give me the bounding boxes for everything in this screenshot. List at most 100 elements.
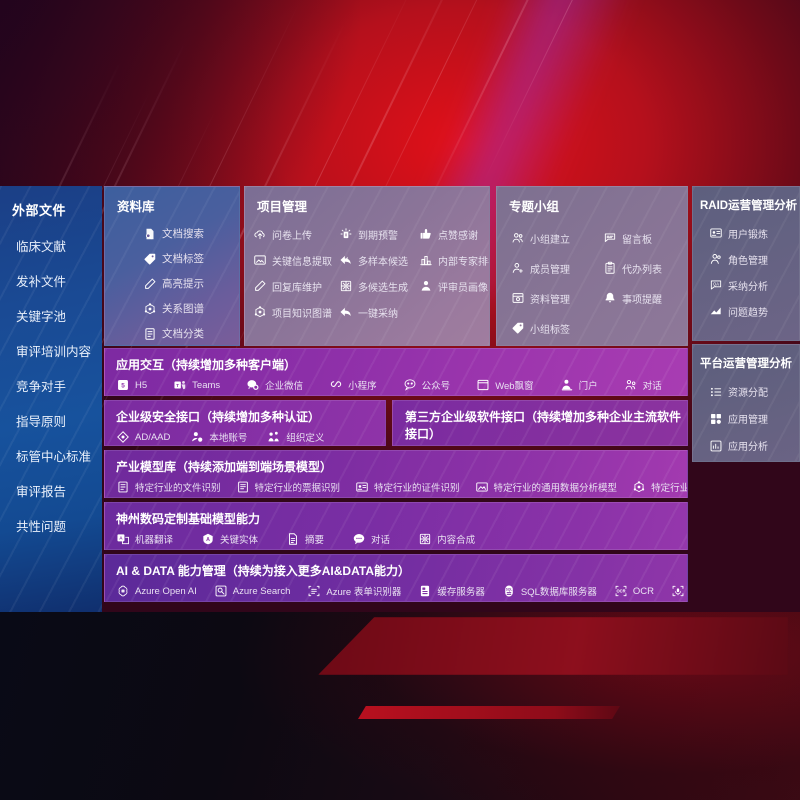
item-portal[interactable]: 门户: [560, 378, 598, 392]
sidebar-item-standards-center[interactable]: 标管中心标准: [16, 450, 92, 464]
item-reviewer-profile[interactable]: 评审员画像: [419, 273, 489, 299]
item-material-management[interactable]: 资料管理: [511, 283, 603, 313]
card-raid-items: 用户锻炼 角色管理 QA 采纳分析 问题趋势: [693, 220, 799, 324]
sidebar-item-clinical-literature[interactable]: 临床文献: [16, 240, 67, 254]
item-label: 一键采纳: [358, 308, 398, 320]
item-dialog[interactable]: 对话: [624, 378, 662, 392]
entity-a-icon: A: [201, 532, 215, 546]
item-questionnaire-upload[interactable]: 问卷上传: [253, 221, 339, 247]
item-relation-graph[interactable]: 关系图谱: [105, 296, 239, 321]
item-label: 采纳分析: [728, 281, 768, 293]
item-resource-allocation[interactable]: 资源分配: [693, 378, 799, 405]
item-event-reminder[interactable]: 事项提醒: [603, 283, 687, 313]
bar-enterprise-security: 企业级安全接口（持续增加多种认证） AD/AAD 本地账号 组织定义: [104, 400, 386, 446]
message-board-icon: [603, 231, 617, 245]
item-teams[interactable]: T Teams: [173, 378, 220, 392]
item-one-click-adopt[interactable]: 一键采纳: [339, 299, 419, 325]
item-file-recognition[interactable]: 特定行业的文件识别: [116, 480, 221, 494]
tag-icon: [143, 252, 157, 266]
item-role-management[interactable]: 角色管理: [693, 246, 799, 272]
item-key-entity[interactable]: A 关键实体: [201, 532, 258, 546]
background-red-band: [318, 617, 788, 675]
item-label: 问题趋势: [728, 307, 768, 319]
item-h5[interactable]: 5 H5: [116, 378, 147, 392]
item-knowledge-graph-model[interactable]: 特定行业的通用知识图谱模型: [632, 480, 687, 494]
id-card-icon: [709, 226, 723, 240]
item-document-search[interactable]: 文档搜索: [105, 221, 239, 246]
item-data-analysis-model[interactable]: 特定行业的通用数据分析模型: [475, 480, 617, 494]
item-org-definition[interactable]: 组织定义: [267, 430, 324, 444]
portal-icon: [560, 378, 574, 392]
sidebar-item-competitors[interactable]: 竞争对手: [16, 380, 67, 394]
item-id-recognition[interactable]: 特定行业的证件识别: [355, 480, 460, 494]
item-highlight-hint[interactable]: 高亮提示: [105, 271, 239, 296]
card-topic-group: 专题小组 小组建立 留言板 成员管理 代办列表 资料管理: [496, 186, 688, 346]
item-group-create[interactable]: 小组建立: [511, 223, 603, 253]
item-label: 资源分配: [728, 388, 768, 399]
item-label: 文档标签: [162, 253, 204, 265]
item-document-tag[interactable]: 文档标签: [105, 246, 239, 271]
item-user-training[interactable]: 用户锻炼: [693, 220, 799, 246]
item-receipt-recognition[interactable]: 特定行业的票据识别: [236, 480, 340, 494]
item-local-account[interactable]: 本地账号: [190, 430, 247, 444]
item-sql-database-server[interactable]: SQL SQL数据库服务器: [502, 584, 597, 598]
sidebar-item-common-issues[interactable]: 共性问题: [16, 520, 67, 534]
item-document-classify[interactable]: 文档分类: [105, 321, 239, 345]
item-adoption-analysis[interactable]: QA 采纳分析: [693, 272, 799, 298]
svg-text:QA: QA: [713, 281, 719, 286]
item-azure-form-recognizer[interactable]: Azure 表单识别器: [307, 584, 401, 598]
bar-app-interaction-title: 应用交互（持续增加多种客户端）: [116, 358, 297, 372]
item-label: 资料管理: [530, 294, 570, 306]
item-multi-candidate-generation[interactable]: 多候选生成: [339, 273, 419, 299]
item-azure-open-ai[interactable]: Azure Open AI: [116, 584, 197, 598]
sidebar-item-supplement-files[interactable]: 发补文件: [16, 275, 67, 289]
item-expiry-alert[interactable]: 到期预警: [339, 221, 419, 247]
item-group-tag[interactable]: 小组标签: [511, 313, 603, 343]
item-thumbs-up-thanks[interactable]: 点赞感谢: [419, 221, 489, 247]
item-label: Teams: [192, 379, 221, 391]
official-account-icon: [403, 378, 417, 392]
item-message-board[interactable]: 留言板: [603, 223, 687, 253]
item-ocr[interactable]: OCR OCR: [614, 584, 654, 598]
item-label: 组织定义: [286, 433, 325, 444]
background-red-stripe: [358, 706, 620, 719]
item-chat[interactable]: 对话: [352, 532, 390, 546]
item-reply-library-maintain[interactable]: 回复库维护: [253, 273, 339, 299]
svg-text:SQL: SQL: [506, 587, 513, 591]
item-member-management[interactable]: 成员管理: [511, 253, 603, 283]
item-key-info-extraction[interactable]: 关键信息提取: [253, 247, 339, 273]
thumbs-up-icon: [419, 227, 433, 241]
svg-text:A: A: [206, 537, 210, 543]
item-official-account[interactable]: 公众号: [403, 378, 450, 392]
item-app-analysis[interactable]: 应用分析: [693, 432, 799, 459]
item-content-synthesis[interactable]: 内容合成: [418, 532, 475, 546]
item-todo-list[interactable]: 代办列表: [603, 253, 687, 283]
sidebar-item-guidelines[interactable]: 指导原则: [16, 415, 67, 429]
sidebar-item-keyword-pool[interactable]: 关键字池: [16, 310, 67, 324]
item-azure-search[interactable]: Azure Search: [214, 584, 290, 598]
sidebar-item-review-report[interactable]: 审评报告: [16, 485, 67, 499]
item-web-float-window[interactable]: Web飘窗: [476, 378, 534, 392]
item-cache-server[interactable]: 缓存服务器: [418, 584, 485, 598]
item-label: 对话: [642, 381, 662, 392]
item-machine-translation[interactable]: A 机器翻译: [116, 532, 173, 546]
item-multi-sample-candidates[interactable]: 多样本候选: [339, 247, 419, 273]
item-miniprogram[interactable]: 小程序: [329, 378, 377, 392]
task-list-icon: [709, 385, 723, 399]
item-summary[interactable]: 摘要: [286, 532, 324, 546]
card-platform-title: 平台运营管理分析: [700, 358, 792, 370]
form-recognizer-icon: [307, 584, 321, 598]
item-label: AD/AAD: [135, 431, 171, 443]
web-window-icon: [476, 378, 490, 392]
person-add-icon: [511, 261, 525, 275]
item-label: OCR: [632, 585, 654, 597]
item-ad-aad[interactable]: AD/AAD: [116, 430, 170, 444]
item-internal-expert-ranking[interactable]: 内部专家排名: [419, 247, 489, 273]
item-issue-trend[interactable]: 问题趋势: [693, 298, 799, 324]
item-app-management[interactable]: 应用管理: [693, 405, 799, 432]
item-project-knowledge-graph[interactable]: 项目知识图谱: [253, 299, 339, 325]
item-wecom[interactable]: 企业微信: [246, 378, 303, 392]
item-speech-understanding[interactable]: 语音理解: [671, 584, 687, 598]
ocr-icon: OCR: [614, 584, 628, 598]
sidebar-item-review-training[interactable]: 审评培训内容: [16, 345, 92, 359]
